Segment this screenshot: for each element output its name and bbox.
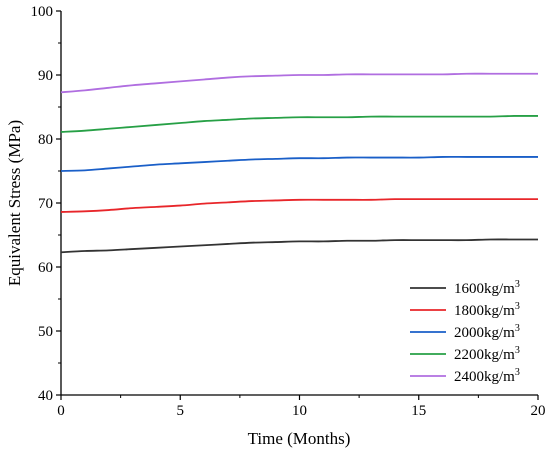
legend-label-superscript: 3 — [515, 345, 520, 356]
legend-label: 2400kg/m3 — [454, 367, 520, 385]
x-tick-label: 0 — [57, 403, 65, 419]
y-tick-label: 60 — [38, 260, 53, 276]
legend-label-superscript: 3 — [515, 279, 520, 290]
x-axis-title: Time (Months) — [248, 429, 351, 448]
legend-label: 2200kg/m3 — [454, 345, 520, 363]
legend-label-superscript: 3 — [515, 367, 520, 378]
series-line-1600 — [60, 238, 538, 254]
legend-label-superscript: 3 — [515, 323, 520, 334]
y-axis-title: Equivalent Stress (MPa) — [5, 120, 24, 286]
y-tick-label: 50 — [38, 324, 53, 340]
legend-label: 1800kg/m3 — [454, 301, 520, 319]
x-tick-label: 10 — [292, 403, 307, 419]
axes: 40 50 60 70 80 90 100 0 5 10 15 20 — [31, 4, 546, 419]
x-tick-label: 5 — [177, 403, 185, 419]
series-line-2200 — [60, 115, 539, 133]
y-tick-label: 40 — [38, 388, 53, 404]
series-line-2400 — [60, 72, 538, 94]
legend: 1600kg/m3 1800kg/m3 2000kg/m3 2200kg/m3 2400… — [410, 279, 520, 385]
x-tick-label: 15 — [411, 403, 426, 419]
y-tick-label: 100 — [31, 4, 54, 20]
legend-label: 2000kg/m3 — [454, 323, 520, 341]
y-tick-label: 70 — [38, 196, 53, 212]
series-line-2000 — [60, 155, 538, 172]
x-tick-label: 20 — [531, 403, 546, 419]
y-tick-label: 90 — [38, 68, 53, 84]
y-tick-label: 80 — [38, 132, 53, 148]
legend-label: 1600kg/m3 — [454, 279, 520, 297]
series-layer — [60, 72, 539, 254]
series-line-1800 — [60, 198, 538, 213]
legend-label-superscript: 3 — [515, 301, 520, 312]
